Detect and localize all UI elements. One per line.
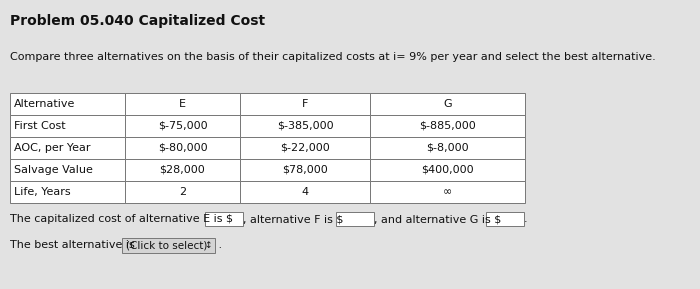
Text: (Click to select): (Click to select) xyxy=(125,240,207,250)
Bar xyxy=(10,115,125,137)
Bar xyxy=(10,93,125,115)
Bar xyxy=(370,115,525,137)
Text: Life, Years: Life, Years xyxy=(14,187,71,197)
Bar xyxy=(370,93,525,115)
Text: Alternative: Alternative xyxy=(14,99,76,109)
Text: 2: 2 xyxy=(179,187,186,197)
Text: The capitalized cost of alternative E is $: The capitalized cost of alternative E is… xyxy=(10,214,233,224)
Bar xyxy=(240,159,370,181)
Text: , alternative F is $: , alternative F is $ xyxy=(244,214,344,224)
Bar xyxy=(122,238,215,253)
Bar xyxy=(10,159,125,181)
Text: Problem 05.040 Capitalized Cost: Problem 05.040 Capitalized Cost xyxy=(10,14,265,28)
Text: .: . xyxy=(524,214,528,224)
Text: $400,000: $400,000 xyxy=(421,165,474,175)
Text: , and alternative G is $: , and alternative G is $ xyxy=(374,214,501,224)
Text: Salvage Value: Salvage Value xyxy=(14,165,93,175)
Bar xyxy=(125,137,240,159)
Bar xyxy=(486,212,524,226)
Bar xyxy=(240,115,370,137)
Text: Compare three alternatives on the basis of their capitalized costs at i= 9% per : Compare three alternatives on the basis … xyxy=(10,52,656,62)
Text: $-8,000: $-8,000 xyxy=(426,143,469,153)
Bar xyxy=(240,181,370,203)
Bar xyxy=(125,115,240,137)
Bar xyxy=(370,159,525,181)
Bar xyxy=(205,212,244,226)
Text: $-885,000: $-885,000 xyxy=(419,121,476,131)
Text: AOC, per Year: AOC, per Year xyxy=(14,143,90,153)
Text: ∞: ∞ xyxy=(443,187,452,197)
Bar xyxy=(125,159,240,181)
Bar xyxy=(10,137,125,159)
Text: F: F xyxy=(302,99,308,109)
Text: G: G xyxy=(443,99,452,109)
Text: $-385,000: $-385,000 xyxy=(276,121,333,131)
Text: $-80,000: $-80,000 xyxy=(158,143,207,153)
Bar xyxy=(125,181,240,203)
Text: $78,000: $78,000 xyxy=(282,165,328,175)
Text: ↕: ↕ xyxy=(204,240,211,249)
Bar xyxy=(370,137,525,159)
Bar xyxy=(240,137,370,159)
Text: E: E xyxy=(179,99,186,109)
Bar xyxy=(370,181,525,203)
Text: 4: 4 xyxy=(302,187,309,197)
Text: First Cost: First Cost xyxy=(14,121,66,131)
Bar xyxy=(125,93,240,115)
Bar xyxy=(336,212,375,226)
Bar xyxy=(10,181,125,203)
Text: .: . xyxy=(215,240,222,250)
Text: $-75,000: $-75,000 xyxy=(158,121,207,131)
Text: $28,000: $28,000 xyxy=(160,165,205,175)
Bar xyxy=(240,93,370,115)
Text: The best alternative is: The best alternative is xyxy=(10,240,139,250)
Text: $-22,000: $-22,000 xyxy=(280,143,330,153)
